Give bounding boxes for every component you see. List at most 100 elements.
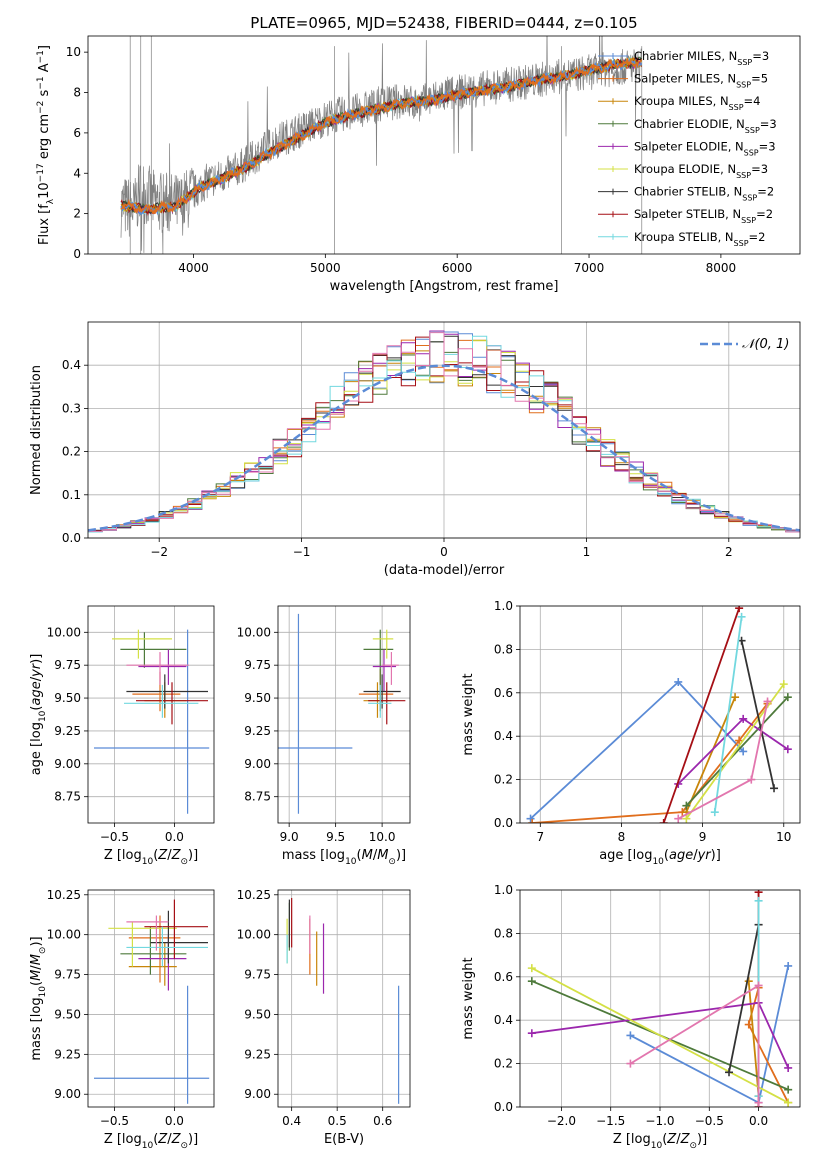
- weight-marker: [784, 1098, 793, 1107]
- x-tick-label: 4000: [178, 261, 209, 275]
- errorbar-point-pink: [382, 652, 399, 685]
- y-tick-label: 9.00: [54, 757, 81, 771]
- x-tick-label: −0.5: [100, 830, 129, 844]
- plot-data: [88, 330, 800, 533]
- x-tick-label: −1.0: [645, 1114, 674, 1128]
- errorbar-point-salpeter_miles: [128, 915, 181, 983]
- y-axis-label: mass [log10(M/M⊙)]: [29, 936, 48, 1060]
- y-tick-label: 10.00: [47, 928, 81, 942]
- y-tick-label: 9.25: [54, 724, 81, 738]
- weight-series-salpeter_miles: [528, 699, 772, 823]
- weight-line: [747, 981, 760, 1097]
- axes-frame: [87, 605, 215, 824]
- weight-series-pink: [626, 981, 763, 1107]
- weight-series-kroupa_miles: [682, 693, 740, 817]
- y-axis-label: age [log10(age/yr)]: [29, 654, 48, 776]
- y-axis-label: mass weight: [461, 957, 476, 1039]
- panel-weight-vs-z: −2.0 −1.5 −1.0 −0.5 0.0 0.0 0.2 0.4 0.6 0.8 1.0 Z […: [461, 883, 801, 1151]
- legend-label: Chabrier MILES, NSSP=3: [634, 49, 769, 67]
- weight-marker: [754, 890, 763, 897]
- weight-marker: [779, 680, 788, 689]
- y-tick-label: 0.6: [494, 686, 513, 700]
- axes-frame: [87, 889, 215, 1108]
- y-tick-label: 0.1: [62, 488, 81, 502]
- y-tick-label: 1.0: [494, 599, 513, 613]
- y-tick-label: 9.75: [244, 658, 271, 672]
- panel-age-vs-z: −0.5 0.0 8.75 9.00 9.25 9.50 9.75 10.00 Z [log10…: [29, 605, 215, 867]
- weight-marker: [747, 775, 756, 784]
- errorbar-point-kroupa_stelib: [368, 684, 392, 718]
- weight-marker: [710, 808, 719, 817]
- y-tick-label: 0.4: [62, 358, 81, 372]
- y-tick-label: 0.0: [494, 816, 513, 830]
- y-tick-label: 8.75: [54, 790, 81, 804]
- errorbar-point-salpeter_miles: [358, 669, 394, 712]
- weight-marker: [770, 784, 779, 793]
- x-tick-label: 10: [776, 830, 791, 844]
- y-tick-label: 9.25: [244, 724, 271, 738]
- spectrum-legend: Chabrier MILES, NSSP=3 Salpeter MILES, NS…: [598, 49, 777, 247]
- errorbar-point-kroupa_stelib: [124, 684, 199, 718]
- y-tick-label: 9.00: [54, 1087, 81, 1101]
- axes-frame: [277, 605, 411, 824]
- panel-spectrum: 4000 5000 6000 7000 8000 0 2 4 6 8 10 wavelength [A…: [36, 35, 801, 294]
- x-axis-label: Z [log10(Z/Z⊙)]: [104, 1132, 198, 1151]
- x-axis-label: mass [log10(M/M⊙)]: [282, 848, 406, 867]
- x-axis-label: wavelength [Angstrom, rest frame]: [330, 279, 559, 294]
- weight-line: [685, 696, 736, 813]
- weight-marker: [527, 1029, 536, 1038]
- weight-line: [685, 683, 785, 820]
- y-tick-label: 9.75: [244, 968, 271, 982]
- weight-line: [740, 640, 775, 789]
- axes-frame: [277, 889, 411, 1108]
- y-tick-label: 10.00: [237, 625, 271, 639]
- plot-data: [278, 613, 406, 814]
- y-tick-label: 0.2: [62, 445, 81, 459]
- legend-label: Kroupa ELODIE, NSSP=3: [634, 162, 768, 180]
- weight-marker: [528, 819, 537, 823]
- y-tick-label: 0.0: [494, 1100, 513, 1114]
- plot-data: [526, 606, 792, 823]
- x-axis-label: Z [log10(Z/Z⊙)]: [613, 1132, 707, 1151]
- x-tick-label: −2: [150, 545, 168, 559]
- y-tick-label: 0.4: [494, 1013, 513, 1027]
- weight-line: [629, 983, 760, 1103]
- y-tick-label: 4: [73, 166, 81, 180]
- weight-series-kroupa_elodie: [682, 680, 788, 823]
- weight-marker: [737, 612, 746, 621]
- y-tick-label: 8.75: [244, 790, 271, 804]
- weight-line: [685, 696, 789, 807]
- y-tick-label: 0: [73, 247, 81, 261]
- y-axis-label: Normed distribution: [29, 365, 44, 495]
- weight-marker: [754, 1098, 763, 1107]
- legend-label: Kroupa MILES, NSSP=4: [634, 94, 760, 112]
- weight-line: [728, 924, 760, 1073]
- legend-label: Chabrier STELIB, NSSP=2: [634, 185, 774, 203]
- plot-data: [120, 36, 643, 254]
- y-tick-label: 10.00: [47, 625, 81, 639]
- weight-marker: [674, 677, 683, 686]
- panel-mass-vs-ebv: 0.4 0.5 0.6 9.00 9.25 9.50 9.75 10.00 10.25 E(B-V…: [237, 888, 411, 1147]
- weight-series-chabrier_stelib: [725, 920, 763, 1077]
- weight-marker: [783, 745, 792, 754]
- weight-marker: [744, 1020, 753, 1029]
- plot-data: [94, 899, 210, 1104]
- weight-marker: [659, 819, 668, 823]
- legend-label: Salpeter STELIB, NSSP=2: [634, 207, 773, 225]
- weight-marker: [763, 697, 772, 706]
- x-tick-label: −1.5: [596, 1114, 625, 1128]
- y-tick-label: 0.3: [62, 401, 81, 415]
- weight-marker: [527, 977, 536, 986]
- panel-weight-vs-age: 7 8 9 10 0.0 0.2 0.4 0.6 0.8 1.0 age [log10(age/yr…: [461, 599, 801, 867]
- x-tick-label: −0.5: [100, 1114, 129, 1128]
- weight-series-pink: [674, 697, 772, 823]
- weight-marker: [526, 814, 535, 823]
- y-tick-label: 2: [73, 207, 81, 221]
- weight-series-salpeter_stelib: [659, 606, 744, 823]
- legend-label: Salpeter MILES, NSSP=5: [634, 72, 768, 90]
- errorbar-point-salpeter_elodie: [138, 649, 187, 685]
- weight-marker: [739, 714, 748, 723]
- panel-age-vs-mass: 9.0 9.5 10.0 8.75 9.00 9.25 9.50 9.75 10.00 mass …: [237, 605, 411, 867]
- weight-marker: [784, 1085, 793, 1094]
- axes-frame: [87, 35, 801, 255]
